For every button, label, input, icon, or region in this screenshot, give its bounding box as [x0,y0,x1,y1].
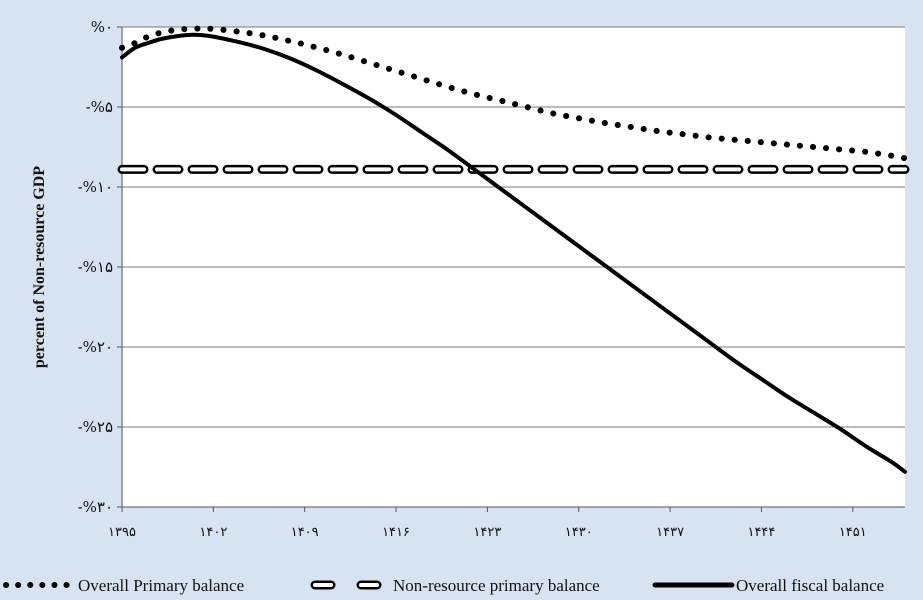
x-tick-label-7: ۱۴۴۴ [747,525,775,540]
x-tick-label-8: ۱۴۵۱ [839,525,867,540]
x-tick-label-6: ۱۴۳۷ [656,525,684,540]
tick-labels: %۰ -%۵ -%۱۰ -%۱۵ -%۲۰ -%۲۵ -%۳۰ ۱۳۹۵ ۱۴۰۲ ۱۴۰۹ ۱۴۱… [78,18,867,540]
y-tick-label-6: -%۳۰ [78,498,113,516]
legend-label-2: Overall fiscal balance [736,576,884,595]
y-tick-label-3: -%۱۵ [78,258,113,276]
x-tick-label-3: ۱۴۱۶ [382,525,410,540]
series-line-0 [119,25,908,162]
x-tick-label-1: ۱۴۰۲ [199,525,227,540]
x-tick-label-2: ۱۴۰۹ [291,525,319,540]
y-axis-label: percent of Non-resource GDP [31,166,48,368]
y-tick-label-1: -%۵ [86,98,113,116]
y-tick-label-0: %۰ [91,18,113,36]
x-tick-label-4: ۱۴۲۳ [473,525,501,540]
y-tick-label-4: -%۲۰ [78,338,113,356]
series-line-2 [120,32,907,474]
legend-label-0: Overall Primary balance [78,576,244,595]
legend: Overall Primary balance Non-resource prim… [3,576,884,595]
x-tick-label-0: ۱۳۹۵ [108,525,136,540]
y-tick-label-2: -%۱۰ [78,178,113,196]
legend-label-1: Non-resource primary balance [393,576,600,595]
series-lines [117,25,910,474]
y-tick-label-5: -%۲۵ [78,418,113,436]
x-tick-label-5: ۱۴۳۰ [565,525,593,540]
